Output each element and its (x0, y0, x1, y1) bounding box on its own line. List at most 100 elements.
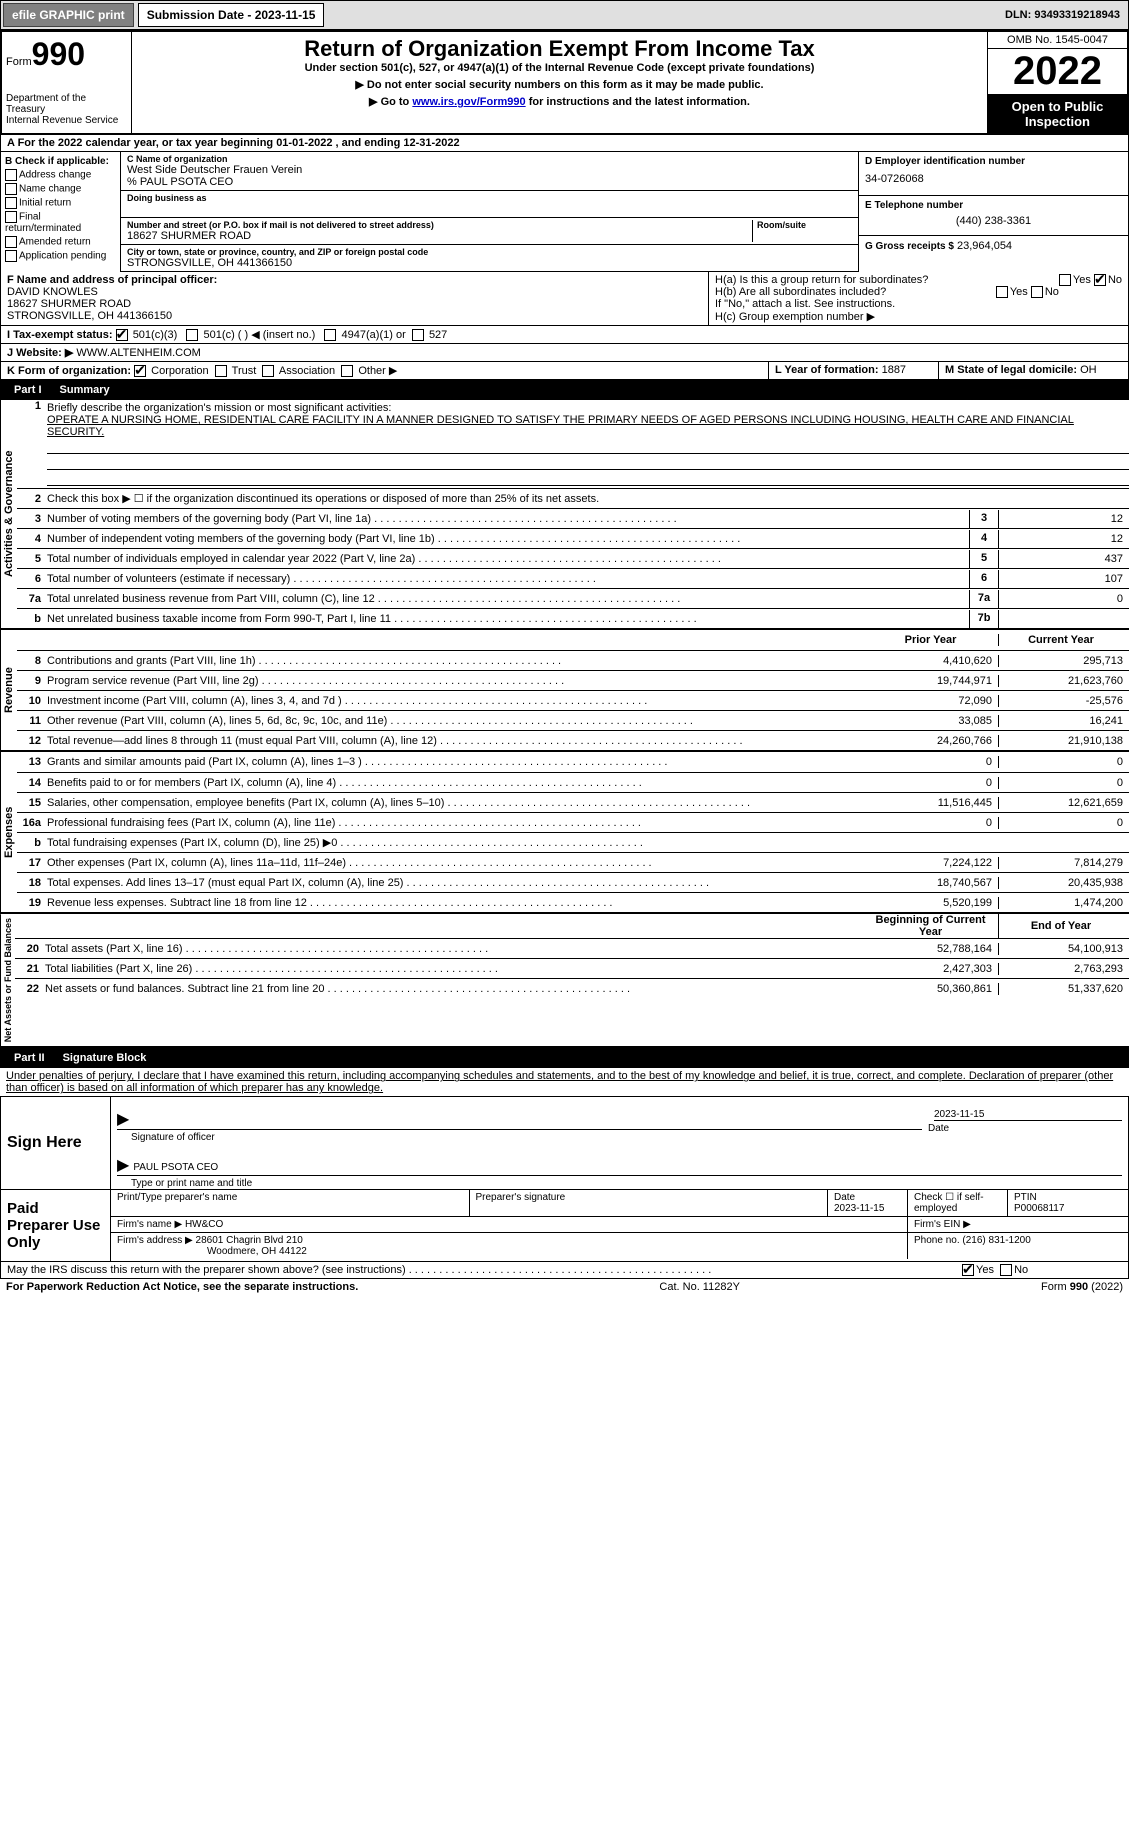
col-b-checkboxes: B Check if applicable: Address change Na… (1, 152, 121, 272)
check-527[interactable] (412, 329, 424, 341)
dln-number: DLN: 93493319218943 (997, 5, 1128, 25)
submission-date: Submission Date - 2023-11-15 (138, 3, 325, 27)
hdr-prior-year: Prior Year (869, 634, 999, 646)
hc-label: H(c) Group exemption number ▶ (715, 310, 1122, 323)
efile-print-button[interactable]: efile GRAPHIC print (3, 3, 134, 27)
dept-treasury: Department of the Treasury (6, 93, 127, 115)
firm-name: HW&CO (185, 1219, 223, 1230)
cat-number: Cat. No. 11282Y (659, 1281, 740, 1293)
hb-label: H(b) Are all subordinates included? (715, 286, 886, 298)
dba-label: Doing business as (127, 193, 852, 203)
sign-here-label: Sign Here (1, 1097, 111, 1189)
website-label: J Website: ▶ (7, 347, 73, 359)
opt-other: Other ▶ (358, 365, 397, 377)
tax-year: 2022 (988, 49, 1127, 95)
check-amended[interactable]: Amended return (5, 236, 116, 248)
ssn-warning: ▶ Do not enter social security numbers o… (136, 78, 983, 91)
form-label: Form (6, 56, 32, 68)
form-footer: Form 990 (2022) (1041, 1281, 1123, 1293)
name-title-label: Type or print name and title (111, 1178, 1128, 1189)
check-501c3[interactable] (116, 329, 128, 341)
form-subtitle: Under section 501(c), 527, or 4947(a)(1)… (136, 62, 983, 74)
officer-addr1: 18627 SHURMER ROAD (7, 298, 702, 310)
opt-501c3: 501(c)(3) (133, 329, 178, 341)
hdr-current-year: Current Year (999, 634, 1129, 646)
check-final-return[interactable]: Final return/terminated (5, 211, 116, 234)
header-bar: efile GRAPHIC print Submission Date - 20… (0, 0, 1129, 30)
website-value: WWW.ALTENHEIM.COM (76, 347, 200, 359)
vert-expenses: Expenses (0, 752, 17, 912)
mission-label: Briefly describe the organization's miss… (47, 402, 391, 414)
opt-4947: 4947(a)(1) or (342, 329, 406, 341)
city-state-zip: STRONGSVILLE, OH 441366150 (127, 257, 852, 269)
tax-status-label: I Tax-exempt status: (7, 329, 113, 341)
goto-prefix: ▶ Go to (369, 96, 412, 108)
vert-net-assets: Net Assets or Fund Balances (0, 914, 15, 1046)
part-2-num: Part II (6, 1050, 53, 1066)
check-501c[interactable] (186, 329, 198, 341)
check-address-change[interactable]: Address change (5, 169, 116, 181)
prep-date-label: Date (834, 1192, 855, 1203)
vert-activities: Activities & Governance (0, 400, 17, 628)
check-name-change[interactable]: Name change (5, 183, 116, 195)
org-name: West Side Deutscher Frauen Verein (127, 164, 852, 176)
firm-ein-label: Firm's EIN ▶ (908, 1217, 1128, 1232)
gross-label: G Gross receipts $ (865, 241, 954, 252)
paid-preparer-label: Paid Preparer Use Only (1, 1190, 111, 1261)
check-assoc[interactable] (262, 365, 274, 377)
part-1-title: Summary (60, 384, 110, 396)
col-b-label: B Check if applicable: (5, 156, 116, 167)
hb-note: If "No," attach a list. See instructions… (715, 298, 1122, 310)
check-other[interactable] (341, 365, 353, 377)
omb-number: OMB No. 1545-0047 (988, 32, 1127, 49)
prep-sig-label: Preparer's signature (470, 1190, 829, 1216)
phone-label: E Telephone number (865, 200, 1122, 211)
gross-receipts: 23,964,054 (957, 240, 1012, 252)
check-4947[interactable] (324, 329, 336, 341)
sig-officer-label: Signature of officer (111, 1132, 928, 1143)
year-formation-label: L Year of formation: (775, 364, 879, 376)
org-name-label: C Name of organization (127, 154, 852, 164)
date-label: Date (928, 1123, 1128, 1134)
row-a-tax-year: A For the 2022 calendar year, or tax yea… (1, 135, 1128, 152)
check-initial-return[interactable]: Initial return (5, 197, 116, 209)
opt-501c: 501(c) ( ) ◀ (insert no.) (204, 329, 316, 341)
ptin-value: P00068117 (1014, 1203, 1064, 1214)
line-2: Check this box ▶ ☐ if the organization d… (47, 490, 1129, 507)
state-domicile-label: M State of legal domicile: (945, 364, 1077, 376)
open-public-badge: Open to Public Inspection (988, 95, 1127, 133)
org-form-label: K Form of organization: (7, 365, 131, 377)
opt-527: 527 (429, 329, 447, 341)
officer-name-title: PAUL PSOTA CEO (133, 1162, 218, 1173)
hdr-end-year: End of Year (999, 920, 1129, 932)
part-1-num: Part I (6, 382, 50, 398)
year-formation: 1887 (882, 364, 906, 376)
goto-line: ▶ Go to www.irs.gov/Form990 for instruct… (136, 95, 983, 108)
opt-assoc: Association (279, 365, 335, 377)
discuss-yes[interactable] (962, 1264, 974, 1276)
part-1-header: Part I Summary (0, 380, 1129, 400)
city-label: City or town, state or province, country… (127, 247, 852, 257)
mission-text: OPERATE A NURSING HOME, RESIDENTIAL CARE… (47, 414, 1074, 438)
firm-addr-label: Firm's address ▶ (117, 1235, 193, 1246)
form-title: Return of Organization Exempt From Incom… (136, 36, 983, 62)
irs-label: Internal Revenue Service (6, 115, 127, 126)
discuss-no[interactable] (1000, 1264, 1012, 1276)
sig-date: 2023-11-15 (934, 1099, 1122, 1121)
discuss-question: May the IRS discuss this return with the… (7, 1264, 962, 1276)
hdr-begin-year: Beginning of Current Year (869, 914, 999, 938)
form-header: Form990 Department of the Treasury Inter… (0, 30, 1129, 135)
firm-phone: (216) 831-1200 (962, 1235, 1030, 1246)
vert-revenue: Revenue (0, 630, 17, 750)
self-employed-check[interactable]: Check ☐ if self-employed (908, 1190, 1008, 1216)
check-app-pending[interactable]: Application pending (5, 250, 116, 262)
phone-value: (440) 238-3361 (865, 211, 1122, 231)
firm-phone-label: Phone no. (914, 1235, 960, 1246)
check-corp[interactable] (134, 365, 146, 377)
irs-link[interactable]: www.irs.gov/Form990 (412, 96, 525, 108)
goto-suffix: for instructions and the latest informat… (526, 96, 750, 108)
form-number: 990 (32, 36, 85, 72)
room-label: Room/suite (757, 220, 852, 230)
check-trust[interactable] (215, 365, 227, 377)
firm-addr: 28601 Chagrin Blvd 210 (196, 1235, 303, 1246)
